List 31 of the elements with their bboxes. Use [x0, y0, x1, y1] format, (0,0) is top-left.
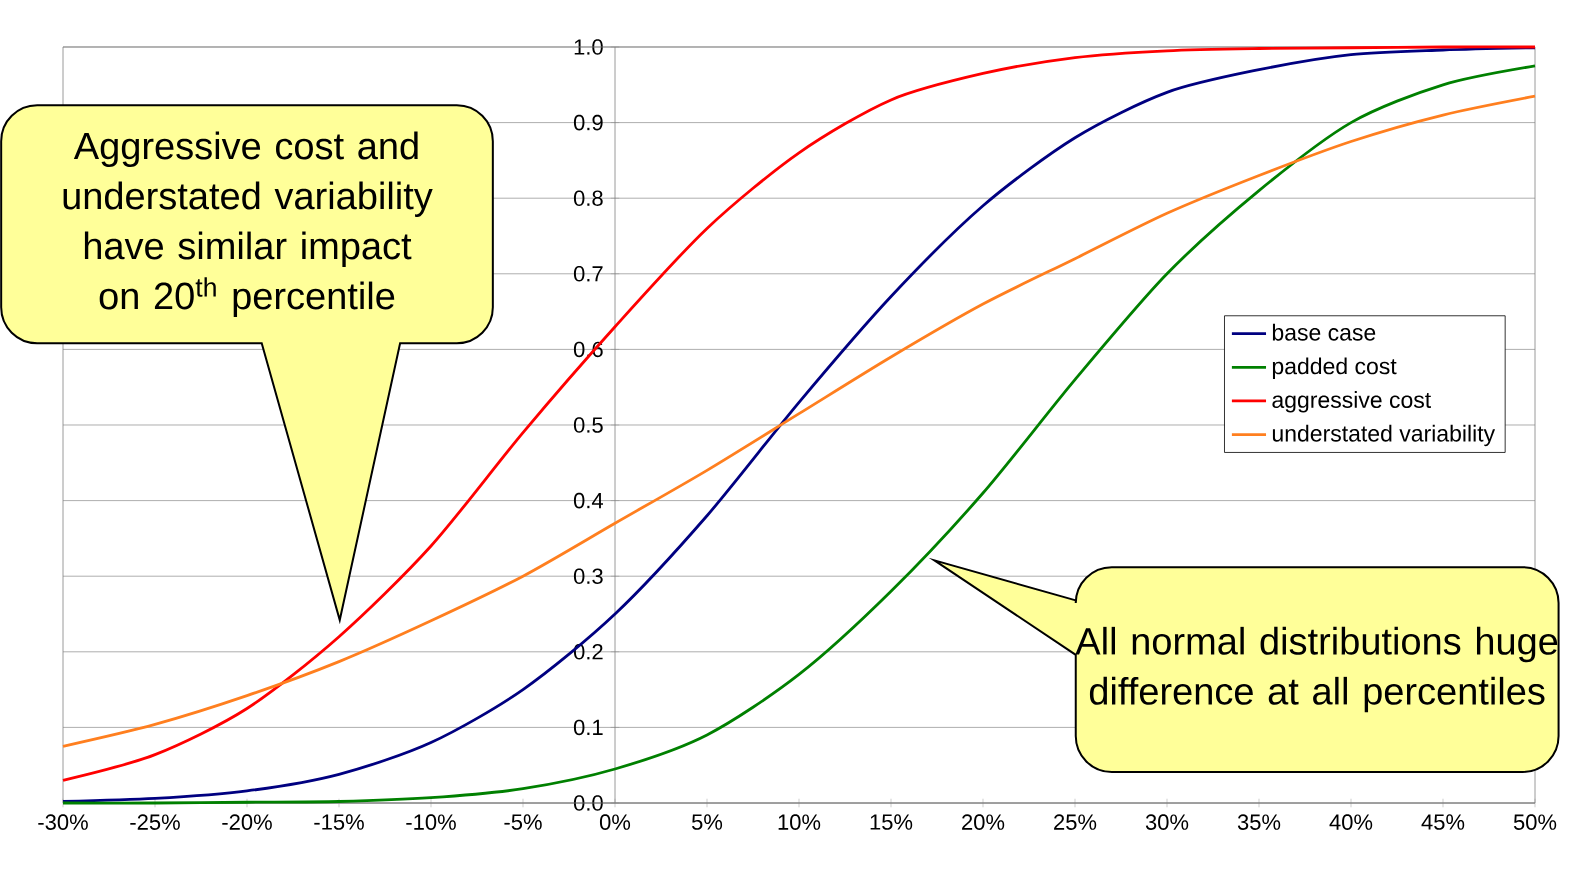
- x-tick-label: -30%: [38, 814, 88, 830]
- y-tick-label: 0.8: [573, 190, 603, 206]
- y-tick-label: 0.3: [573, 568, 603, 584]
- x-tick-label: 5%: [691, 814, 723, 830]
- y-tick-label: 0.4: [573, 492, 604, 509]
- x-tick-label: -25%: [130, 814, 180, 830]
- legend-label: base case: [1272, 323, 1376, 341]
- y-tick-label: 0.7: [573, 266, 603, 282]
- x-tick-label: -20%: [222, 814, 272, 830]
- x-tick-label: 45%: [1421, 814, 1465, 830]
- x-tick-label: 30%: [1145, 814, 1189, 830]
- x-tick-label: -10%: [406, 814, 456, 830]
- x-tick-label: 20%: [962, 814, 1005, 830]
- x-tick-label: -15%: [314, 814, 364, 830]
- x-tick-label: 10%: [778, 814, 821, 830]
- y-tick-label: 0.0: [573, 795, 603, 811]
- y-tick-label: 0.1: [573, 719, 603, 736]
- y-tick-label: 0.5: [573, 417, 603, 433]
- legend-label: padded cost: [1272, 357, 1397, 379]
- x-tick-label: 40%: [1329, 814, 1373, 830]
- annotation: Aggressive cost and understated variability have similar impact on 20$^{th}$ percentile: [63, 131, 433, 317]
- x-tick-label: 25%: [1054, 814, 1097, 830]
- x-tick-label: 0%: [599, 814, 631, 830]
- y-tick-label: 1.0: [574, 39, 603, 55]
- x-tick-label: -5%: [504, 814, 542, 830]
- x-tick-label: 50%: [1513, 814, 1557, 830]
- legend-label: aggressive cost: [1272, 391, 1431, 413]
- x-tick-label: 35%: [1237, 814, 1281, 830]
- legend-label: understated variability: [1272, 424, 1496, 447]
- x-tick-label: 15%: [870, 814, 913, 830]
- y-tick-label: 0.9: [573, 114, 603, 131]
